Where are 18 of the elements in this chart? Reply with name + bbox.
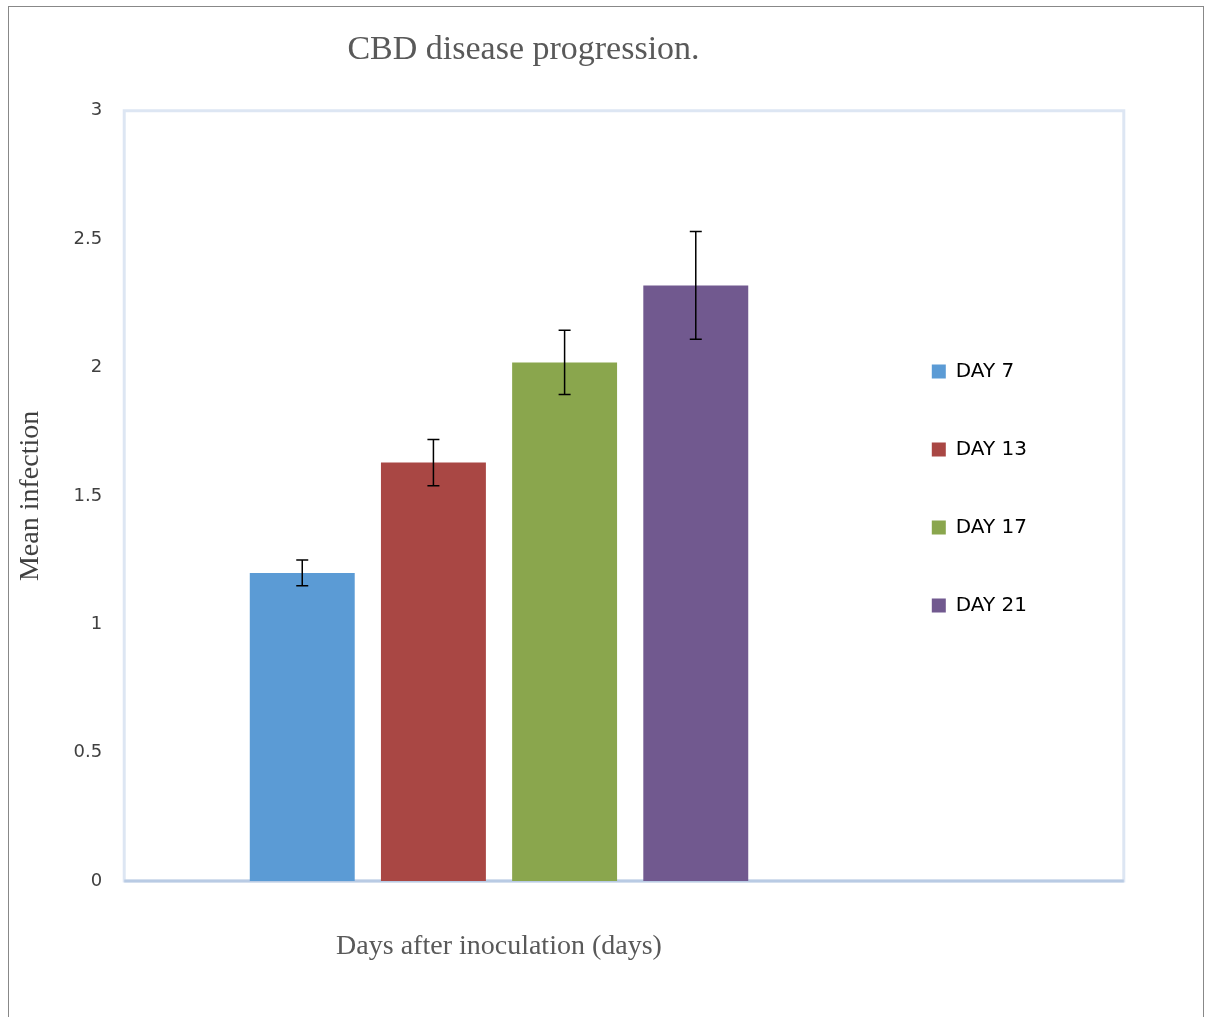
- y-axis-title: Mean infection: [13, 410, 45, 582]
- chart-title: CBD disease progression.: [347, 29, 700, 67]
- bar: [512, 362, 618, 881]
- x-axis-title: Days after inoculation (days): [336, 928, 662, 960]
- y-tick-label: 2: [90, 355, 103, 377]
- bar: [643, 285, 749, 881]
- y-tick-label: 3: [90, 98, 103, 120]
- y-tick-label: 1: [90, 611, 103, 633]
- legend-label: DAY 21: [955, 591, 1027, 616]
- bar: [249, 572, 355, 881]
- legend-label: DAY 13: [955, 435, 1027, 460]
- legend-label: DAY 7: [955, 357, 1015, 382]
- y-tick-label: 2.5: [73, 226, 103, 248]
- y-tick-label: 0.5: [73, 740, 103, 762]
- legend-label: DAY 17: [955, 513, 1027, 538]
- y-tick-label: 0: [90, 868, 103, 890]
- bar: [380, 462, 486, 881]
- y-tick-label: 1.5: [73, 483, 103, 505]
